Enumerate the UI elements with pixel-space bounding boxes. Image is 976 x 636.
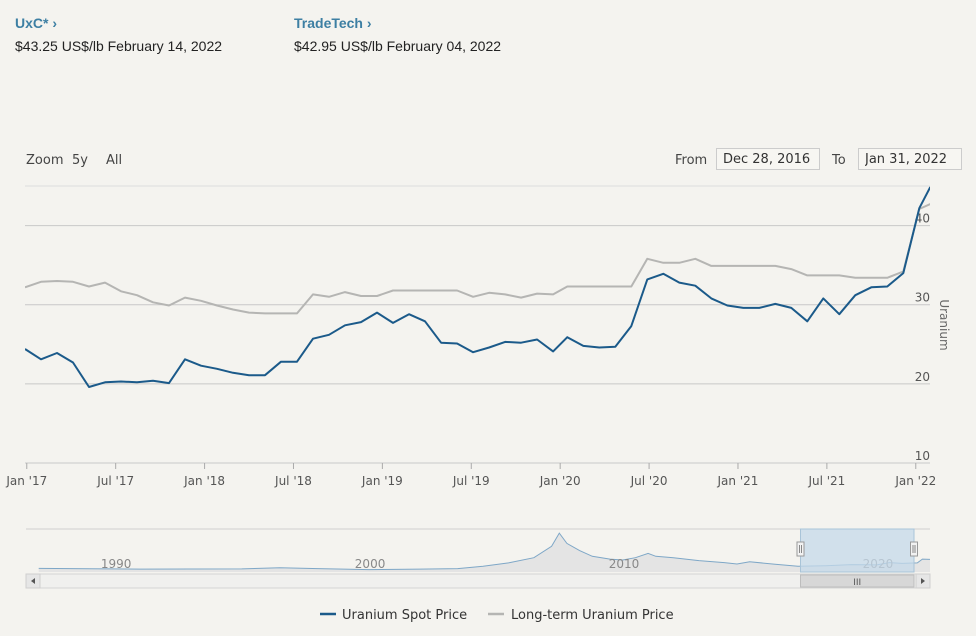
chevron-right-icon [921,578,925,584]
navigator-handle-left[interactable] [796,541,805,557]
from-label: From [675,153,708,168]
x-tick-label: Jul '21 [807,474,845,488]
legend: Uranium Spot Price Long-term Uranium Pri… [320,608,674,623]
x-tick-label: Jul '20 [630,474,668,488]
y-axis-title: Uranium [937,299,951,350]
y-tick-label: 10 [915,449,930,463]
uxc-price-block: UxC* › $43.25 US$/lb February 14, 2022 [15,15,222,54]
x-tick-label: Jul '19 [452,474,490,488]
to-label: To [832,153,846,168]
navigator-area-fill [38,533,930,572]
x-tick-label: Jan '18 [183,474,225,488]
grid-lines [25,185,930,464]
navigator-year-label: 2010 [609,557,640,571]
from-date-input[interactable] [716,148,820,170]
navigator-series-line [38,532,931,571]
x-tick-label: Jul '18 [274,474,312,488]
navigator-handle-right[interactable] [910,541,918,557]
scrollbar-thumb[interactable] [799,574,915,588]
legend-label-spot: Uranium Spot Price [342,608,467,623]
navigator-year-label: 2000 [355,557,386,571]
navigator-year-label: 1990 [101,557,132,571]
navigator-selection[interactable] [799,528,915,573]
tradetech-price-block: TradeTech › $42.95 US$/lb February 04, 2… [294,15,501,54]
series-line-longterm[interactable] [25,203,951,315]
scrollbar-track[interactable] [25,573,931,589]
zoom-all-button[interactable]: All [106,153,123,168]
to-date-input[interactable] [858,148,962,170]
uxc-price-value: $43.25 US$/lb February 14, 2022 [15,38,223,54]
series-lines [25,184,951,388]
scrollbar-grip-icon: III [853,578,861,588]
x-axis-ticks: Jan '17 Jul '17 Jan '18 Jul '18 Jan '19 Jul '… [5,463,936,488]
chevron-left-icon [31,578,35,584]
tradetech-link[interactable]: TradeTech › [294,15,372,31]
x-tick-label: Jan '22 [894,474,936,488]
y-tick-label: 20 [915,370,930,384]
x-tick-label: Jan '20 [539,474,581,488]
navigator[interactable]: 1990200020102020III [0,525,976,595]
legend-item-spot[interactable]: Uranium Spot Price [320,608,467,623]
tradetech-price-value: $42.95 US$/lb February 04, 2022 [294,38,502,54]
y-tick-label: 30 [915,291,930,305]
x-tick-label: Jul '17 [96,474,134,488]
uxc-link[interactable]: UxC* › [15,15,58,31]
navigator-area: 1990200020102020III [25,528,931,589]
x-tick-label: Jan '19 [361,474,403,488]
legend-label-longterm: Long-term Uranium Price [511,608,674,623]
x-tick-label: Jan '21 [717,474,759,488]
range-selector: Zoom 5y All From To [0,148,976,174]
series-line-spot[interactable] [25,184,951,388]
zoom-label: Zoom [26,153,64,168]
zoom-5y-button[interactable]: 5y [72,153,88,168]
x-tick-label: Jan '17 [5,474,47,488]
legend-item-longterm[interactable]: Long-term Uranium Price [488,608,674,623]
